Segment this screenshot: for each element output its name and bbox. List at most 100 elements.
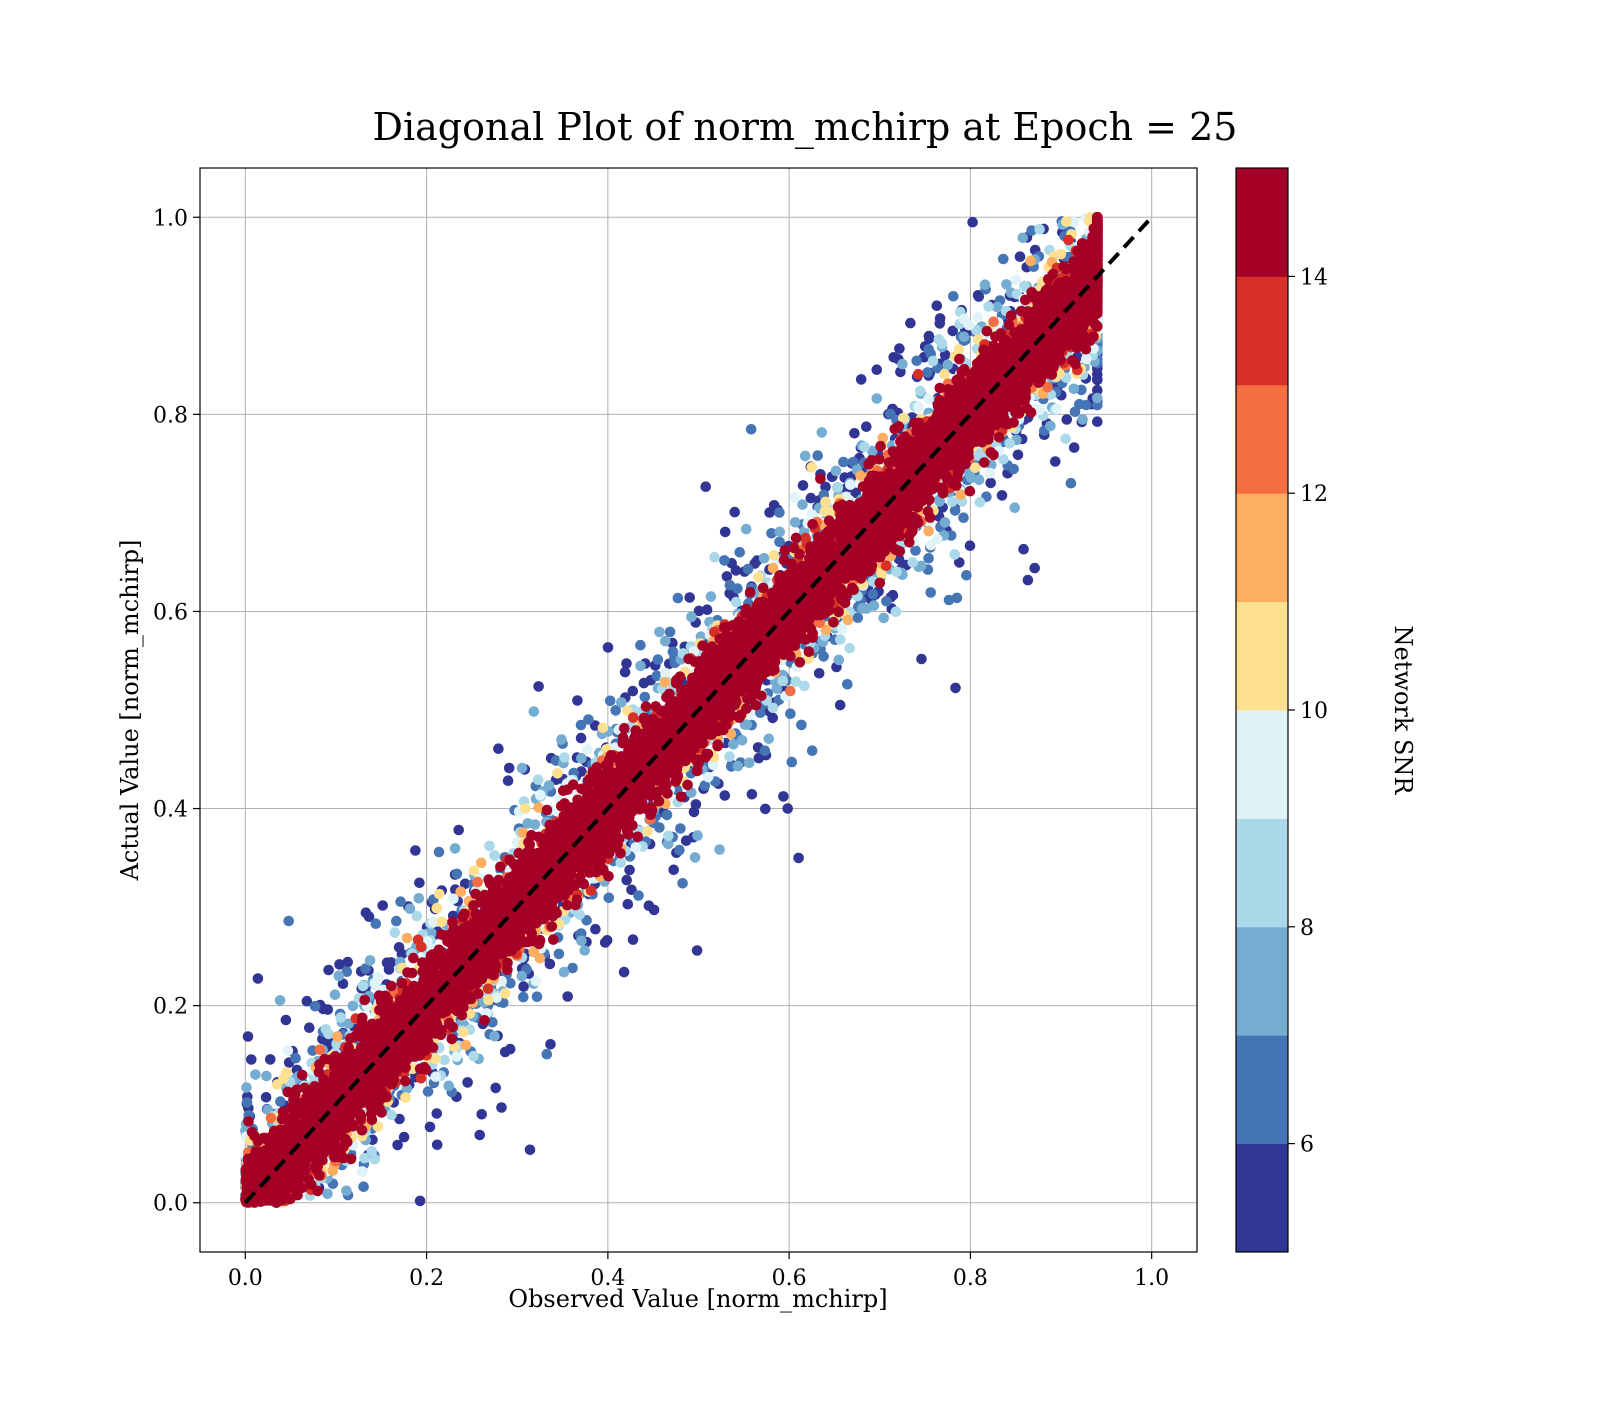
scatter-point [778,791,789,802]
scatter-point [922,367,933,378]
scatter-point [733,761,744,772]
scatter-point [1050,456,1061,467]
scatter-point [835,700,846,711]
scatter-point [796,720,807,731]
scatter-point [432,1108,443,1119]
scatter-point [1023,575,1034,586]
scatter-point [367,1146,378,1157]
scatter-point [261,1071,272,1082]
scatter-point [1061,216,1072,227]
scatter-point [764,734,775,745]
scatter-point [731,565,742,576]
scatter-point [341,1186,352,1197]
scatter-point [503,775,514,786]
scatter-point [759,553,770,564]
scatter-point [660,636,671,647]
scatter-point [923,393,934,404]
scatter-point [660,677,671,688]
scatter-point [691,799,702,810]
scatter-point [662,810,673,821]
scatter-point [323,965,334,976]
scatter-point [520,803,531,814]
scatter-point [400,1092,411,1103]
scatter-point [628,934,639,945]
scatter-point [414,893,425,904]
scatter-point [590,924,601,935]
scatter-point [414,878,425,889]
scatter-point [450,843,461,854]
scatter-point [243,1031,254,1042]
scatter-point [496,1102,507,1113]
scatter-point [798,480,809,491]
scatter-point [985,468,996,479]
scatter-point [891,606,902,617]
scatter-point [322,1189,333,1200]
scatter-point [505,1044,516,1055]
scatter-point [744,758,755,769]
scatter-point [849,428,860,439]
scatter-point [905,318,916,329]
scatter-point [415,1196,426,1207]
scatter-point [432,1140,443,1151]
scatter-point [1092,375,1103,386]
scatter-point [241,1082,252,1093]
scatter-point [635,640,646,651]
scatter-point [955,489,966,500]
scatter-point [500,988,511,999]
scatter-point [838,457,849,468]
scatter-point [1045,421,1056,432]
scatter-point [358,981,369,992]
scatter-point [782,803,793,814]
scatter-point [703,772,714,783]
scatter-point [845,479,856,490]
scatter-point [844,643,855,654]
scatter-point [935,313,946,324]
scatter-point [769,550,780,561]
scatter-point [1025,256,1036,267]
scatter-point [1092,416,1103,427]
scatter-point [1066,478,1077,489]
scatter-point [434,847,445,858]
scatter-point [1052,404,1063,415]
scatter-point [859,442,870,453]
scatter-point [1001,279,1012,290]
scatter-point [1081,354,1092,365]
scatter-point [390,927,401,938]
scatter-point [939,369,950,380]
scatter-point [831,466,842,477]
scatter-point [554,949,565,960]
scatter-point [576,936,587,947]
scatter-point [793,853,804,864]
scatter-point [412,911,423,922]
scatter-point [490,1083,501,1094]
scatter-point [462,1077,473,1088]
scatter-point [604,893,615,904]
scatter-point [923,553,934,564]
scatter-point [774,507,785,518]
scatter-point [250,1069,261,1080]
scatter-point [330,989,341,1000]
scatter-point [517,971,528,982]
scatter-point [732,583,743,594]
scatter-point [709,552,720,563]
scatter-point [386,1110,397,1121]
scatter-point [959,332,970,343]
scatter-point [706,591,717,602]
scatter-point [673,593,684,604]
scatter-point [461,1040,472,1051]
scatter-point [970,462,981,473]
scatter-point [532,991,543,1002]
scatter-point [702,604,713,615]
scatter-point [975,497,986,508]
scatter-point [489,1031,500,1042]
scatter-point [468,1051,479,1062]
scatter-point [868,589,879,600]
scatter-point [942,360,953,371]
scatter-point [598,722,609,733]
scatter-point [1092,393,1103,404]
scatter-point [394,942,405,953]
scatter-point [925,587,936,598]
scatter-point [642,826,653,837]
scatter-point [371,918,382,929]
scatter-point [1015,251,1026,262]
